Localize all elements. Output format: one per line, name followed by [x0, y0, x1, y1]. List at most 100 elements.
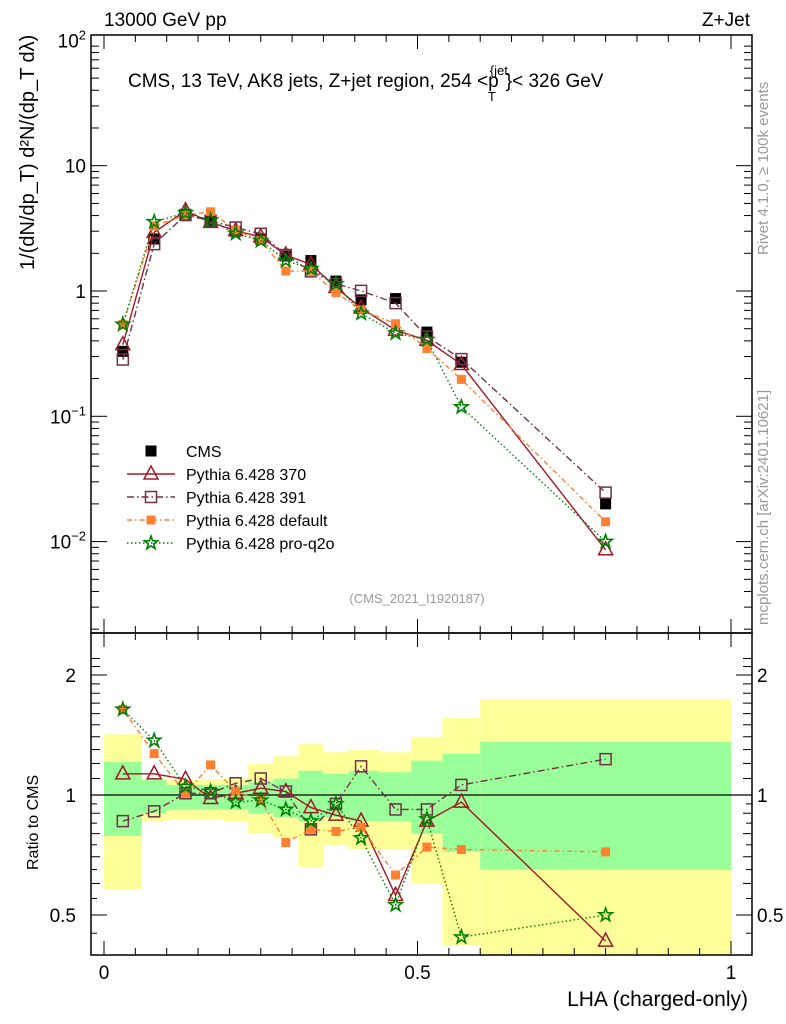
pythia-6-428-default-main-point: [149, 221, 159, 231]
pythia-6-428-391-main-point: [389, 296, 402, 310]
pythia-6-428-default-ratio-point: [331, 826, 341, 836]
pythia-6-428-default-main-point: [231, 225, 241, 235]
pythia-6-428-pro-q2o-ratio-point: [417, 809, 436, 827]
plot-title: CMS, 13 TeV, AK8 jets, Z+jet region, 254…: [128, 63, 604, 104]
pythia-6-428-default-ratio-point: [281, 838, 291, 848]
pythia-6-428-pro-q2o-main-point: [201, 210, 220, 228]
axis-ticks: 0 0.5 1 102 10 1 10−1 10−2 2 2 1 1 0.5 0.5: [50, 27, 784, 984]
pythia-6-428-default-ratio-point: [306, 824, 316, 834]
pythia-6-428-pro-q2o-ratio-point: [386, 895, 405, 913]
pythia-6-428-pro-q2o-ratio-point: [176, 777, 195, 795]
cms-data-point: [390, 293, 402, 305]
legend-label: Pythia 6.428 370: [186, 467, 306, 484]
legend-marker: [145, 445, 157, 457]
pythia-6-428-default-ratio-point: [181, 788, 191, 798]
pythia-6-428-default-main-point: [601, 517, 611, 527]
y-tick-label: 10−1: [50, 403, 86, 428]
pythia-6-428-391-ratio-point: [116, 814, 130, 828]
pythia-6-428-391-main-point: [116, 353, 130, 366]
pythia-6-428-370-ratio-point: [453, 792, 470, 808]
pythia-6-428-default-ratio-point: [356, 822, 366, 832]
side-text-rivet: Rivet 4.1.0, ≥ 100k events: [755, 82, 772, 255]
y-tick-label: 10: [65, 157, 86, 178]
cms-data-point: [330, 275, 342, 287]
cms-data-point: [280, 250, 292, 262]
pythia-6-428-391-main-point: [455, 352, 468, 366]
pythia-6-428-default-ratio-point: [231, 787, 241, 797]
pythia-6-428-pro-q2o-main-point: [596, 532, 615, 550]
legend-label: Pythia 6.428 pro-q2o: [186, 536, 335, 553]
pythia-6-428-pro-q2o-main-point: [386, 323, 405, 341]
pythia-6-428-pro-q2o-main-point: [352, 303, 371, 321]
pythia-6-428-391-ratio-point: [147, 805, 161, 818]
pythia-6-428-391-ratio-point: [354, 760, 368, 773]
pythia-6-428-370-ratio-point: [145, 764, 163, 780]
pythia-6-428-391-ratio-point: [204, 787, 217, 800]
cms-data-point: [600, 498, 612, 510]
legend-label: CMS: [186, 444, 222, 461]
pythia-6-428-default-ratio-point: [456, 844, 466, 854]
pythia-6-428-370-main-point: [453, 354, 470, 371]
pythia-6-428-pro-q2o-ratio-point: [452, 927, 471, 945]
pythia-6-428-pro-q2o-ratio-point: [226, 792, 245, 810]
side-text-mcplots: mcplots.cern.ch [arXiv:2401.10621]: [755, 390, 772, 625]
pythia-6-428-default-ratio-point: [256, 795, 266, 805]
pythia-6-428-pro-q2o-main-point: [145, 212, 164, 230]
pythia-6-428-370-ratio-point: [114, 764, 132, 780]
ratio-y-tick-label: 2: [65, 666, 76, 687]
legend-marker: [144, 490, 158, 504]
header-right: Z+Jet: [702, 10, 751, 31]
pythia-6-428-pro-q2o-main-point: [326, 274, 345, 292]
pythia-6-428-370-ratio-point: [327, 805, 345, 821]
legend-marker: [142, 464, 160, 480]
pythia-6-428-391-ratio-point: [389, 803, 402, 816]
pythia-6-428-pro-q2o-ratio-point: [201, 782, 220, 800]
pythia-6-428-391-ratio-point: [599, 752, 612, 766]
legend: CMS Pythia 6.428 370 Pythia 6.428 391 Pythi…: [127, 444, 335, 553]
x-tick-label: 0.5: [404, 963, 430, 984]
y-tick-label: 102: [58, 27, 86, 52]
pythia-6-428-pro-q2o-main-point: [251, 231, 270, 249]
pythia-6-428-default-ratio-line: [122, 708, 606, 877]
pythia-6-428-pro-q2o-main-point: [226, 223, 245, 242]
ratio-y-label: Ratio to CMS: [25, 775, 42, 870]
pythia-6-428-370-ratio-point: [177, 769, 194, 786]
data-series: [113, 201, 615, 947]
legend-item: Pythia 6.428 pro-q2o: [127, 533, 335, 553]
pythia-6-428-391-ratio-point: [179, 787, 192, 800]
legend-item: Pythia 6.428 370: [127, 464, 306, 484]
legend-label: Pythia 6.428 default: [186, 513, 328, 530]
pythia-6-428-391-ratio-point: [254, 772, 267, 785]
pythia-6-428-pro-q2o-ratio-point: [302, 811, 320, 829]
pythia-6-428-default-ratio-point: [391, 870, 401, 880]
x-axis-label: LHA (charged-only): [567, 988, 748, 1011]
pythia-6-428-370-ratio-point: [387, 885, 404, 902]
ratio-y-tick-label: 1: [65, 786, 76, 807]
stat-uncertainty-band: [348, 770, 380, 822]
pythia-6-428-default-main-point: [356, 305, 366, 315]
pythia-6-428-pro-q2o-ratio-point: [596, 905, 615, 923]
pythia-6-428-pro-q2o-main-point: [176, 203, 195, 221]
legend-label: Pythia 6.428 391: [186, 490, 306, 507]
pythia-6-428-default-ratio-point: [422, 842, 432, 852]
pythia-6-428-pro-q2o-main-point: [417, 330, 436, 348]
pythia-6-428-pro-q2o-ratio-line: [122, 708, 606, 938]
pythia-6-428-370-ratio-point: [597, 931, 614, 947]
pythia-6-428-pro-q2o-main-point: [113, 314, 132, 333]
cms-data-point: [455, 356, 467, 368]
y-axis-label: 1/(dN/dp_T) d²N/(dp_T dλ): [17, 35, 39, 270]
stat-uncertainty-band: [141, 780, 167, 814]
pythia-6-428-pro-q2o-main-point: [276, 251, 295, 269]
pythia-6-428-default-ratio-point: [601, 847, 611, 857]
pythia-6-428-default-main-point: [331, 288, 341, 298]
pythia-6-428-pro-q2o-ratio-point: [352, 828, 370, 846]
pythia-6-428-391-main-point: [599, 486, 612, 499]
ratio-y-tick-label-right: 0.5: [757, 906, 783, 927]
cms-data-point: [117, 345, 129, 357]
pythia-6-428-pro-q2o-ratio-point: [113, 699, 132, 717]
pythia-6-428-default-main-point: [281, 266, 291, 276]
y-tick-label: 1: [75, 282, 86, 303]
pythia-6-428-370-main-point: [145, 222, 163, 239]
header-left: 13000 GeV pp: [104, 10, 227, 31]
